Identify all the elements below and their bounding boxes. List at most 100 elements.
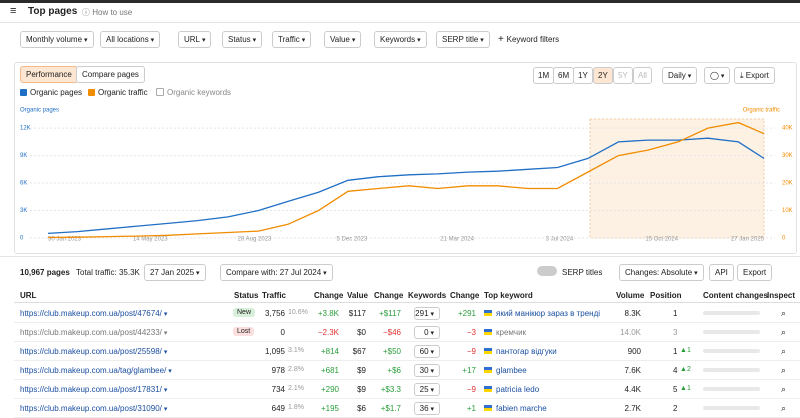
help-text[interactable]: How to use xyxy=(92,8,133,17)
column-header: Change xyxy=(314,291,344,300)
y-tick-label: 9K xyxy=(20,153,27,159)
cell-traffic_change: +814 xyxy=(320,347,339,356)
legend-item[interactable]: Organic traffic xyxy=(88,88,148,98)
content-change-bar xyxy=(703,349,760,353)
column-header: Traffic xyxy=(262,291,287,300)
url-link[interactable]: https://club.makeup.com.ua/tag/glambee/ xyxy=(20,366,172,375)
cell-traffic_change: +290 xyxy=(320,385,339,394)
url-link[interactable]: https://club.makeup.com.ua/post/47674/ xyxy=(20,309,167,318)
export-button[interactable]: ⤓ Export xyxy=(734,67,775,84)
filter-button[interactable]: All locations xyxy=(100,31,161,48)
cell-traffic: 649 xyxy=(271,404,285,413)
help-link[interactable]: ⓘ How to use xyxy=(82,8,133,17)
legend-item[interactable]: Organic keywords xyxy=(156,88,231,98)
cell-volume: 900 xyxy=(627,347,641,356)
range-button[interactable]: 6M xyxy=(553,67,575,84)
column-header: Volume xyxy=(616,291,645,300)
position-change-value: 1 xyxy=(686,385,691,392)
filter-button[interactable]: Value xyxy=(324,31,362,48)
keyword-filters[interactable]: + Keyword filters xyxy=(498,32,559,47)
inspect-icon[interactable]: ⌕ xyxy=(781,308,787,318)
keywords-select[interactable]: 36 xyxy=(414,402,440,415)
url-link[interactable]: https://club.makeup.com.ua/post/44233/ xyxy=(20,328,167,337)
y-tick-label: 6K xyxy=(20,181,27,187)
inspect-icon[interactable]: ⌕ xyxy=(781,403,787,413)
x-tick-label: 14 May 2023 xyxy=(133,237,168,243)
traffic-share: 10.6% xyxy=(288,309,308,316)
top-keyword[interactable]: patricia ledo xyxy=(496,385,540,394)
inspect-icon[interactable]: ⌕ xyxy=(781,346,787,356)
keywords-select[interactable]: 30 xyxy=(414,364,440,377)
column-header: Value xyxy=(347,291,368,300)
tab[interactable]: Compare pages xyxy=(76,66,145,83)
range-button[interactable]: 1M xyxy=(533,67,555,84)
cell-keywords_change: −3 xyxy=(466,328,476,337)
cell-traffic: 978 xyxy=(271,366,285,375)
traffic-share: 2.8% xyxy=(288,366,304,373)
position: 5 xyxy=(673,385,678,394)
url-link[interactable]: https://club.makeup.com.ua/post/25598/ xyxy=(20,347,167,356)
position: 3 xyxy=(673,328,678,337)
top-keyword[interactable]: який манікюр зараз в тренді xyxy=(496,309,601,318)
range-button[interactable]: 2Y xyxy=(593,67,613,84)
filter-button[interactable]: Monthly volume xyxy=(20,31,94,48)
filter-button[interactable]: Traffic xyxy=(272,31,312,48)
checkbox[interactable] xyxy=(88,89,95,96)
checkbox[interactable] xyxy=(20,89,27,96)
keywords-select[interactable]: 25 xyxy=(414,383,440,396)
cell-traffic_change: +3.8K xyxy=(317,309,339,318)
cell-keywords_change: +291 xyxy=(457,309,476,318)
inspect-icon[interactable]: ⌕ xyxy=(781,365,787,375)
traffic-share: 3.1% xyxy=(288,347,304,354)
flag xyxy=(484,386,492,392)
row-rule xyxy=(14,322,800,323)
filter-button[interactable]: URL xyxy=(178,31,212,48)
range-button[interactable]: 1Y xyxy=(573,67,593,84)
cell-value_change: +$3.3 xyxy=(380,385,401,394)
x-tick-label: 3 Jul 2024 xyxy=(546,237,574,243)
tab[interactable]: Performance xyxy=(20,66,78,83)
series-line xyxy=(47,137,765,235)
keywords-select[interactable]: 0 xyxy=(414,326,440,339)
export-button[interactable]: Export xyxy=(737,264,773,281)
top-keyword[interactable]: кремчик xyxy=(496,328,527,337)
serp-toggle[interactable] xyxy=(537,266,557,276)
legend-text: Organic keywords xyxy=(167,88,232,97)
y2-tick-label: 20K xyxy=(782,181,793,187)
compare-select[interactable]: Compare with: 27 Jul 2024 xyxy=(220,264,333,281)
column-header: Inspect xyxy=(767,291,796,300)
filter-button[interactable]: Status xyxy=(222,31,263,48)
api-button[interactable]: API xyxy=(709,264,734,281)
column-header: Change xyxy=(374,291,404,300)
date-select[interactable]: 27 Jan 2025 xyxy=(144,264,206,281)
keyword-filters-text[interactable]: Keyword filters xyxy=(506,35,560,44)
top-keyword[interactable]: glambee xyxy=(496,366,527,375)
filter-button[interactable]: Keywords xyxy=(374,31,427,48)
keywords-select[interactable]: 291 xyxy=(414,307,440,320)
cell-traffic: 734 xyxy=(271,385,285,394)
url-link[interactable]: https://club.makeup.com.ua/post/31090/ xyxy=(20,404,167,413)
flag xyxy=(484,405,492,411)
content-change-bar xyxy=(703,387,760,391)
cell-volume: 14.0K xyxy=(620,328,641,337)
top-keyword[interactable]: fabien marche xyxy=(496,404,547,413)
range-button: 5Y xyxy=(613,67,633,84)
x-tick-label: 30 Jan 2023 xyxy=(48,237,82,243)
checkbox[interactable] xyxy=(156,88,164,96)
changes-select[interactable]: Changes: Absolute xyxy=(619,264,704,281)
comment-button[interactable]: ◯ xyxy=(704,67,731,84)
top-keyword[interactable]: пантогар відгуки xyxy=(496,347,557,356)
keywords-select[interactable]: 60 xyxy=(414,345,440,358)
filter-button[interactable]: SERP title xyxy=(436,31,490,48)
y2-tick-label: 10K xyxy=(782,208,793,214)
url-link[interactable]: https://club.makeup.com.ua/post/17831/ xyxy=(20,385,167,394)
menu-icon[interactable]: ≡ xyxy=(10,5,17,17)
interval-select[interactable]: Daily xyxy=(662,67,698,84)
flag xyxy=(484,329,492,335)
cell-volume: 4.4K xyxy=(624,385,641,394)
inspect-icon[interactable]: ⌕ xyxy=(781,384,787,394)
legend-item[interactable]: Organic pages xyxy=(20,88,82,98)
inspect-icon[interactable]: ⌕ xyxy=(781,327,787,337)
cell-volume: 8.3K xyxy=(624,309,641,318)
y2-axis-title: Organic traffic xyxy=(743,108,780,114)
